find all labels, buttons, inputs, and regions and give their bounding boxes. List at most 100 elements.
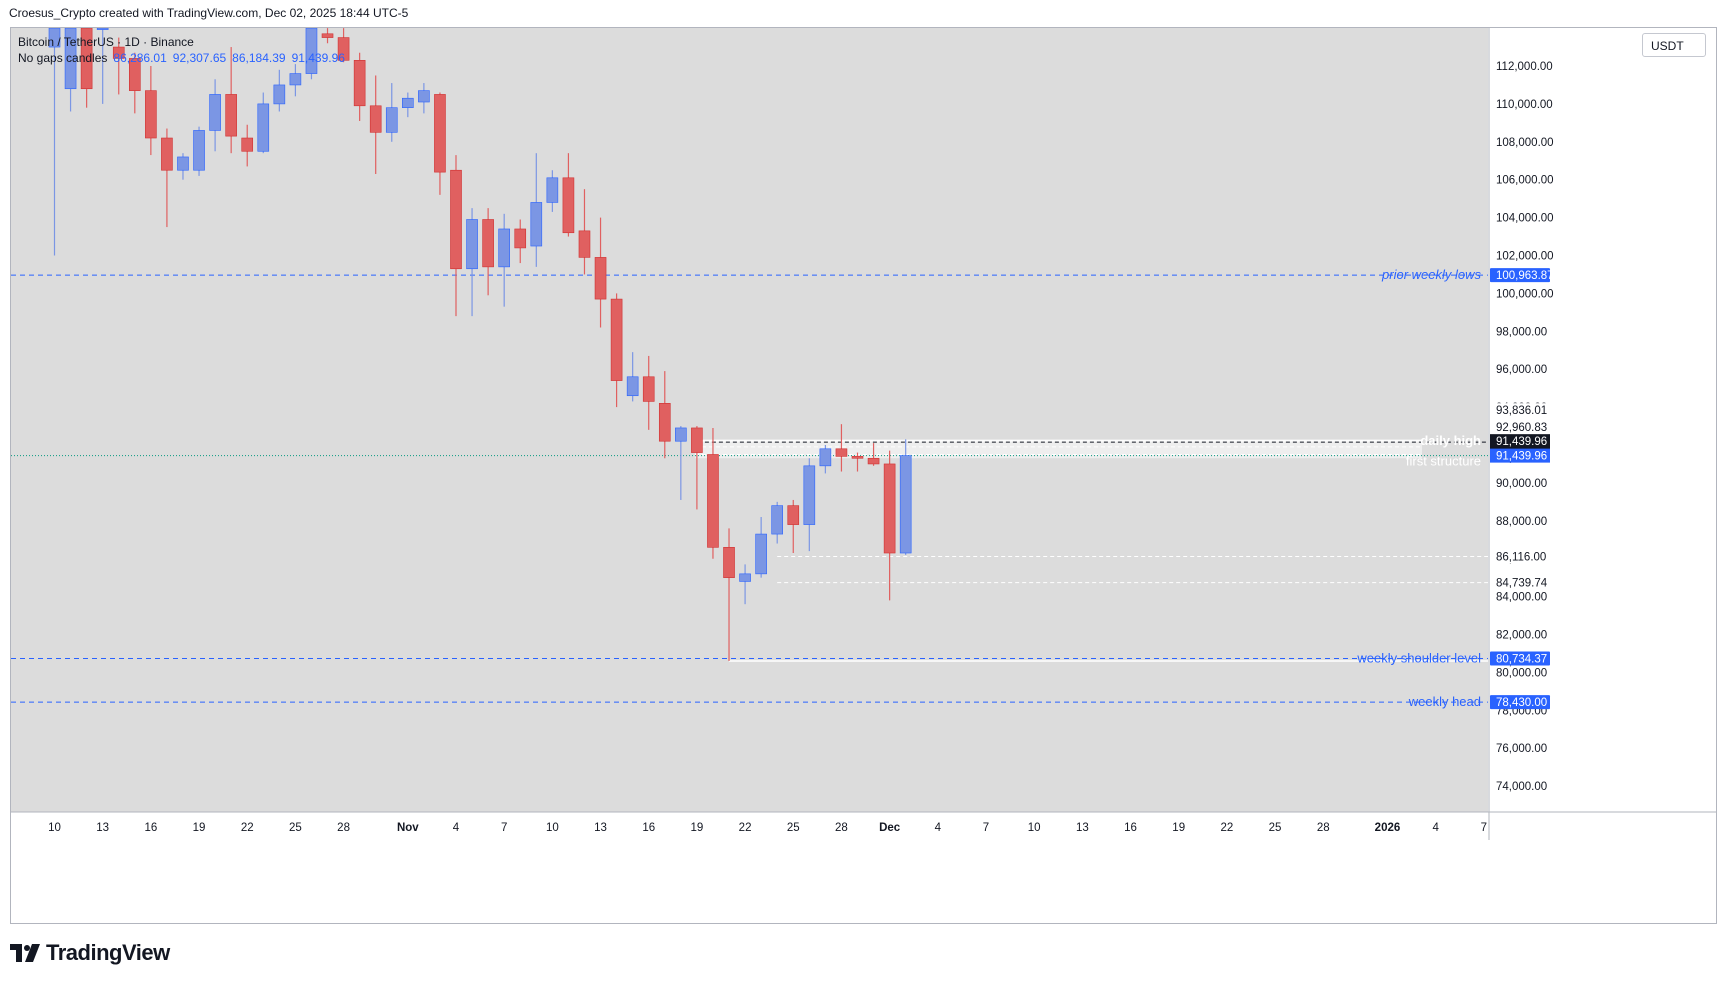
candle-body: [707, 454, 719, 548]
countdown-price: 91,439.96: [1496, 436, 1547, 448]
price-axis-label: 96,000.00: [1496, 364, 1547, 376]
candle-body: [771, 505, 784, 535]
time-axis-label: 4: [453, 822, 460, 834]
level-band: [694, 439, 1422, 459]
time-axis-label: 7: [1481, 822, 1487, 834]
time-axis-label: 10: [1028, 822, 1041, 834]
candle-body: [321, 33, 334, 38]
candle-body: [578, 230, 591, 258]
candle-body: [369, 105, 382, 133]
level-tag-bg: [1490, 268, 1550, 283]
level-tag: 78,430.00: [1496, 697, 1547, 709]
time-axis-label: 28: [337, 822, 350, 834]
time-axis-label: 7: [983, 822, 989, 834]
tradingview-wordmark: TradingView: [46, 940, 170, 965]
candle-body: [610, 298, 623, 381]
candle-body: [289, 73, 302, 86]
time-axis-label: 7: [501, 822, 507, 834]
candle-body: [498, 228, 510, 268]
candle-body: [112, 46, 125, 59]
tradingview-logo-icon: [10, 944, 40, 962]
legend-values: No gaps candles 86,286.01 92,307.65 86,184.…: [18, 50, 351, 66]
price-axis-label: 74,000.00: [1496, 781, 1547, 793]
symbol-title[interactable]: Bitcoin / TetherUS · 1D · Binance: [18, 35, 194, 49]
plot-area[interactable]: prior weekly lows weekly shoulder level we…: [11, 28, 1488, 709]
time-axis-label: 13: [1076, 822, 1089, 834]
time-axis-label: 4: [935, 822, 942, 834]
time-axis-label: 22: [1220, 822, 1233, 834]
tradingview-logo[interactable]: TradingView: [10, 940, 170, 966]
candle-body: [177, 156, 189, 171]
candle-body: [225, 94, 237, 137]
candle-body: [450, 169, 462, 270]
price-axis-label: 80,000.00: [1496, 667, 1547, 679]
candle-body: [803, 465, 816, 525]
time-axis-label: 16: [1124, 822, 1137, 834]
level-tag: 80,734.37: [1496, 653, 1547, 665]
candle-body: [241, 137, 254, 152]
price-axis-label: 112,000.00: [1496, 61, 1553, 73]
level-label: weekly head: [1408, 694, 1481, 709]
candle-body: [562, 177, 575, 234]
currency-button[interactable]: USDT: [1642, 33, 1706, 57]
candle-body: [755, 533, 767, 575]
candle-body: [626, 376, 639, 397]
candle-body: [691, 427, 703, 453]
time-axis-label: Dec: [879, 822, 901, 834]
candle-body: [658, 403, 671, 442]
candle-body: [883, 463, 896, 554]
candle-body: [466, 219, 478, 270]
level-label: first structure: [1406, 454, 1481, 469]
candle-body: [642, 376, 655, 402]
candle-body: [193, 130, 205, 171]
time-axis-label: 16: [144, 822, 157, 834]
candle-body: [514, 228, 527, 249]
candle-body: [739, 573, 751, 582]
level-tag-bg: [1490, 575, 1550, 590]
level-tag: 84,739.74: [1496, 578, 1548, 590]
price-axis-label: 98,000.00: [1496, 326, 1547, 338]
price-axis-label: 82,000.00: [1496, 630, 1547, 642]
study-name: No gaps candles: [18, 51, 108, 65]
legend-low: 86,184.39: [232, 51, 286, 65]
level-tag: 86,116.00: [1496, 552, 1546, 564]
time-axis-label: 10: [48, 822, 61, 834]
candle-body: [675, 427, 687, 442]
candle-body: [145, 90, 157, 139]
candle-body: [867, 457, 880, 465]
candle-body: [418, 90, 430, 103]
candle-body: [835, 448, 848, 457]
time-axis-label: 28: [1317, 822, 1330, 834]
chart-credit: Croesus_Crypto created with TradingView.…: [9, 6, 409, 20]
legend-open: 86,286.01: [113, 51, 167, 65]
candle-body: [723, 547, 735, 578]
level-tag: 100,963.87: [1496, 270, 1554, 282]
time-axis-label: 13: [594, 822, 607, 834]
time-axis-label: 19: [691, 822, 704, 834]
time-axis-label: 25: [1269, 822, 1282, 834]
level-label: daily high: [1420, 433, 1481, 448]
time-axis-label: 25: [289, 822, 302, 834]
price-axis-label: 110,000.00: [1496, 99, 1553, 111]
time-axis-label: 10: [546, 822, 559, 834]
candle-body: [96, 28, 109, 30]
price-axis-label: 108,000.00: [1496, 137, 1554, 149]
price-axis-label: 84,000.00: [1496, 592, 1547, 604]
time-axis-label: 22: [739, 822, 752, 834]
time-axis-label: 25: [787, 822, 800, 834]
price-axis-label: 90,000.00: [1496, 478, 1547, 490]
candle-body: [257, 103, 270, 152]
price-tag-bg: [1490, 419, 1550, 434]
price-tag-bg: [1490, 403, 1550, 418]
time-axis-label: Nov: [397, 822, 419, 834]
candle-body: [899, 455, 912, 554]
current-price-tag: 91,439.96: [1496, 451, 1547, 463]
candle-body: [273, 84, 286, 105]
candle-body: [209, 94, 221, 131]
current-price-tag-bg: [1490, 448, 1550, 463]
price-axis-label: 88,000.00: [1496, 516, 1547, 528]
price-axis-label: 102,000.00: [1496, 251, 1554, 263]
price-axis-label: 100,000.00: [1496, 288, 1554, 300]
time-axis-label: 16: [642, 822, 655, 834]
